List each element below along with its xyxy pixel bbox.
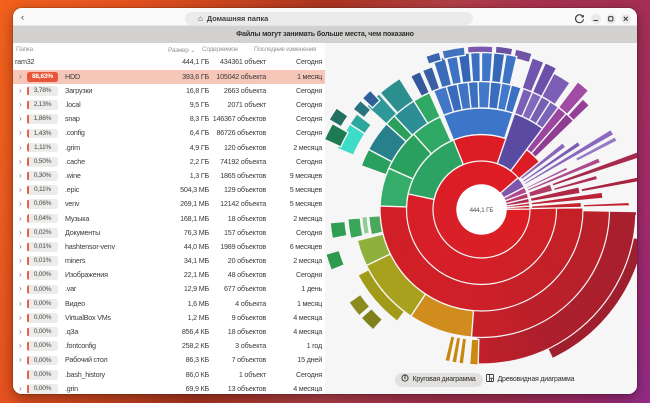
- svg-text:444,1 ГБ: 444,1 ГБ: [470, 207, 494, 214]
